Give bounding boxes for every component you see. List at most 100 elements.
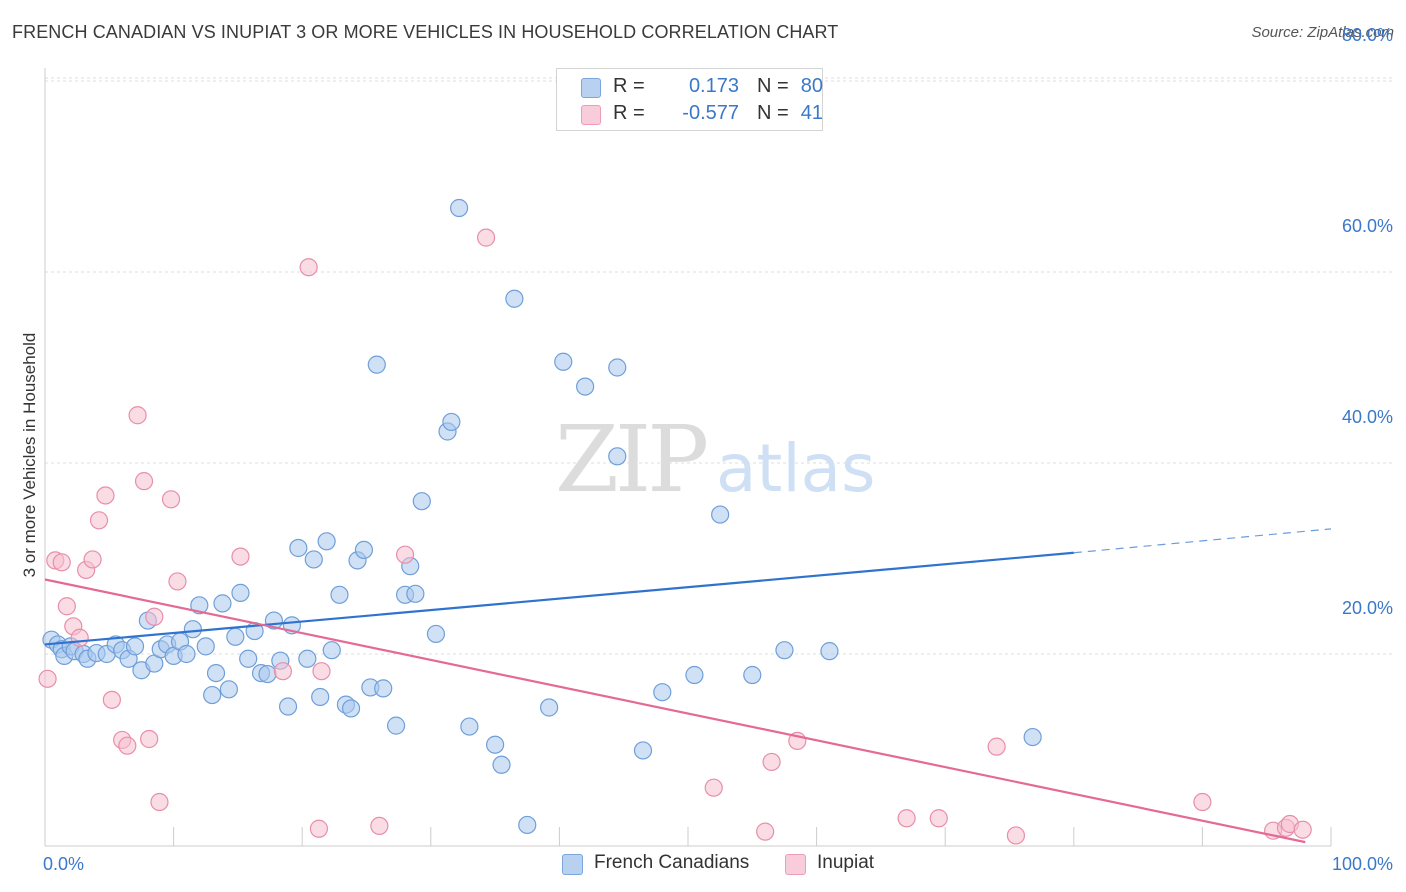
point-french-canadians — [341, 699, 361, 718]
point-inupiat — [309, 819, 329, 838]
y-tick-label: 40.0% — [1342, 407, 1393, 427]
x-tick-label: 100.0% — [1332, 854, 1393, 874]
point-inupiat — [38, 669, 57, 688]
legend-label: French Canadians — [594, 852, 750, 873]
axis-layer — [44, 68, 1332, 847]
point-french-canadians — [540, 698, 559, 717]
point-inupiat — [118, 736, 137, 755]
point-french-canadians — [743, 665, 762, 685]
point-inupiat — [897, 809, 916, 828]
series-legend: French Canadians Inupiat — [0, 852, 1406, 878]
point-french-canadians — [125, 637, 145, 656]
point-french-canadians — [775, 641, 794, 660]
point-french-canadians — [226, 627, 245, 646]
point-inupiat — [273, 662, 293, 681]
labels-layer: 20.0% 40.0% 60.0% 80.0% 0.0% 100.0% 3 or more … — [20, 25, 1393, 874]
point-french-canadians — [554, 352, 573, 371]
point-french-canadians — [406, 584, 425, 603]
point-french-canadians — [289, 538, 308, 558]
point-french-canadians — [317, 532, 336, 551]
point-inupiat — [1193, 792, 1212, 812]
point-french-canadians — [231, 583, 250, 602]
trendline-french-canadians — [44, 551, 1074, 646]
legend-n-label: N = — [757, 102, 789, 124]
point-inupiat — [1006, 826, 1026, 845]
point-french-canadians — [426, 624, 446, 644]
point-inupiat — [762, 752, 781, 772]
point-french-canadians — [298, 649, 317, 668]
point-french-canadians — [1023, 727, 1042, 747]
point-french-canadians — [608, 358, 627, 377]
point-inupiat — [168, 572, 187, 591]
point-french-canadians — [412, 492, 431, 511]
point-inupiat — [704, 778, 723, 797]
point-french-canadians — [278, 697, 298, 716]
legend-r-label: R = — [613, 75, 645, 97]
watermark: ZIP atlas — [555, 406, 876, 513]
y-tick-label: 20.0% — [1342, 598, 1393, 618]
legend-n-value: 80 — [800, 75, 823, 97]
point-french-canadians — [486, 735, 505, 754]
point-inupiat — [102, 690, 121, 709]
point-french-canadians — [518, 815, 537, 835]
point-french-canadians — [177, 644, 196, 664]
point-french-canadians — [492, 755, 511, 774]
legend-r-value: -0.577 — [682, 102, 739, 124]
y-tick-label: 60.0% — [1342, 216, 1393, 236]
trendline-inupiat — [44, 578, 1306, 844]
point-french-canadians — [203, 685, 222, 705]
point-inupiat — [161, 490, 181, 509]
legend-n-label: N = — [757, 75, 789, 97]
legend-n-value: 41 — [800, 102, 823, 124]
point-inupiat — [987, 737, 1006, 756]
point-french-canadians — [304, 550, 323, 569]
point-inupiat — [150, 792, 169, 812]
legend-r-value: 0.173 — [688, 75, 739, 97]
legend-swatch-pink — [581, 105, 601, 125]
point-inupiat — [145, 607, 164, 626]
point-french-canadians — [374, 679, 393, 698]
trendline-french-canadians-extension — [1073, 528, 1332, 554]
grid-layer — [45, 77, 1393, 655]
point-french-canadians — [213, 594, 232, 613]
trend-layer — [44, 528, 1332, 844]
y-tick-label: 80.0% — [1342, 25, 1393, 45]
point-french-canadians — [633, 741, 653, 760]
points-layer — [38, 198, 1312, 845]
point-french-canadians — [820, 642, 839, 661]
point-french-canadians — [322, 641, 341, 660]
point-french-canadians — [608, 447, 627, 466]
point-inupiat — [299, 258, 318, 277]
point-french-canadians — [183, 620, 202, 639]
point-inupiat — [140, 729, 159, 749]
point-french-canadians — [206, 663, 226, 683]
point-inupiat — [370, 816, 389, 836]
point-french-canadians — [386, 716, 406, 735]
point-inupiat — [312, 662, 331, 681]
source-label: Source: ZipAtlas.com — [1251, 24, 1394, 41]
series-french-canadians — [42, 198, 1042, 835]
point-french-canadians — [190, 596, 209, 615]
correlation-legend: R = 0.173 N = 80 R = -0.577 N = 41 — [556, 68, 823, 131]
watermark-zip: ZIP — [555, 406, 706, 513]
point-inupiat — [70, 628, 89, 647]
point-inupiat — [128, 406, 147, 425]
point-french-canadians — [711, 505, 730, 524]
point-inupiat — [756, 822, 775, 841]
legend-r-label: R = — [613, 102, 645, 124]
point-inupiat — [89, 511, 109, 530]
point-inupiat — [96, 486, 115, 505]
series-inupiat — [38, 228, 1312, 845]
point-french-canadians — [219, 680, 238, 699]
point-inupiat — [134, 472, 154, 491]
point-inupiat — [476, 228, 496, 247]
point-inupiat — [52, 553, 71, 572]
point-french-canadians — [196, 637, 215, 656]
point-french-canadians — [449, 198, 469, 218]
point-inupiat — [83, 550, 102, 569]
point-inupiat — [929, 809, 948, 828]
point-inupiat — [1293, 820, 1312, 839]
legend-label: Inupiat — [817, 852, 875, 873]
x-tick-label: 0.0% — [43, 854, 84, 874]
